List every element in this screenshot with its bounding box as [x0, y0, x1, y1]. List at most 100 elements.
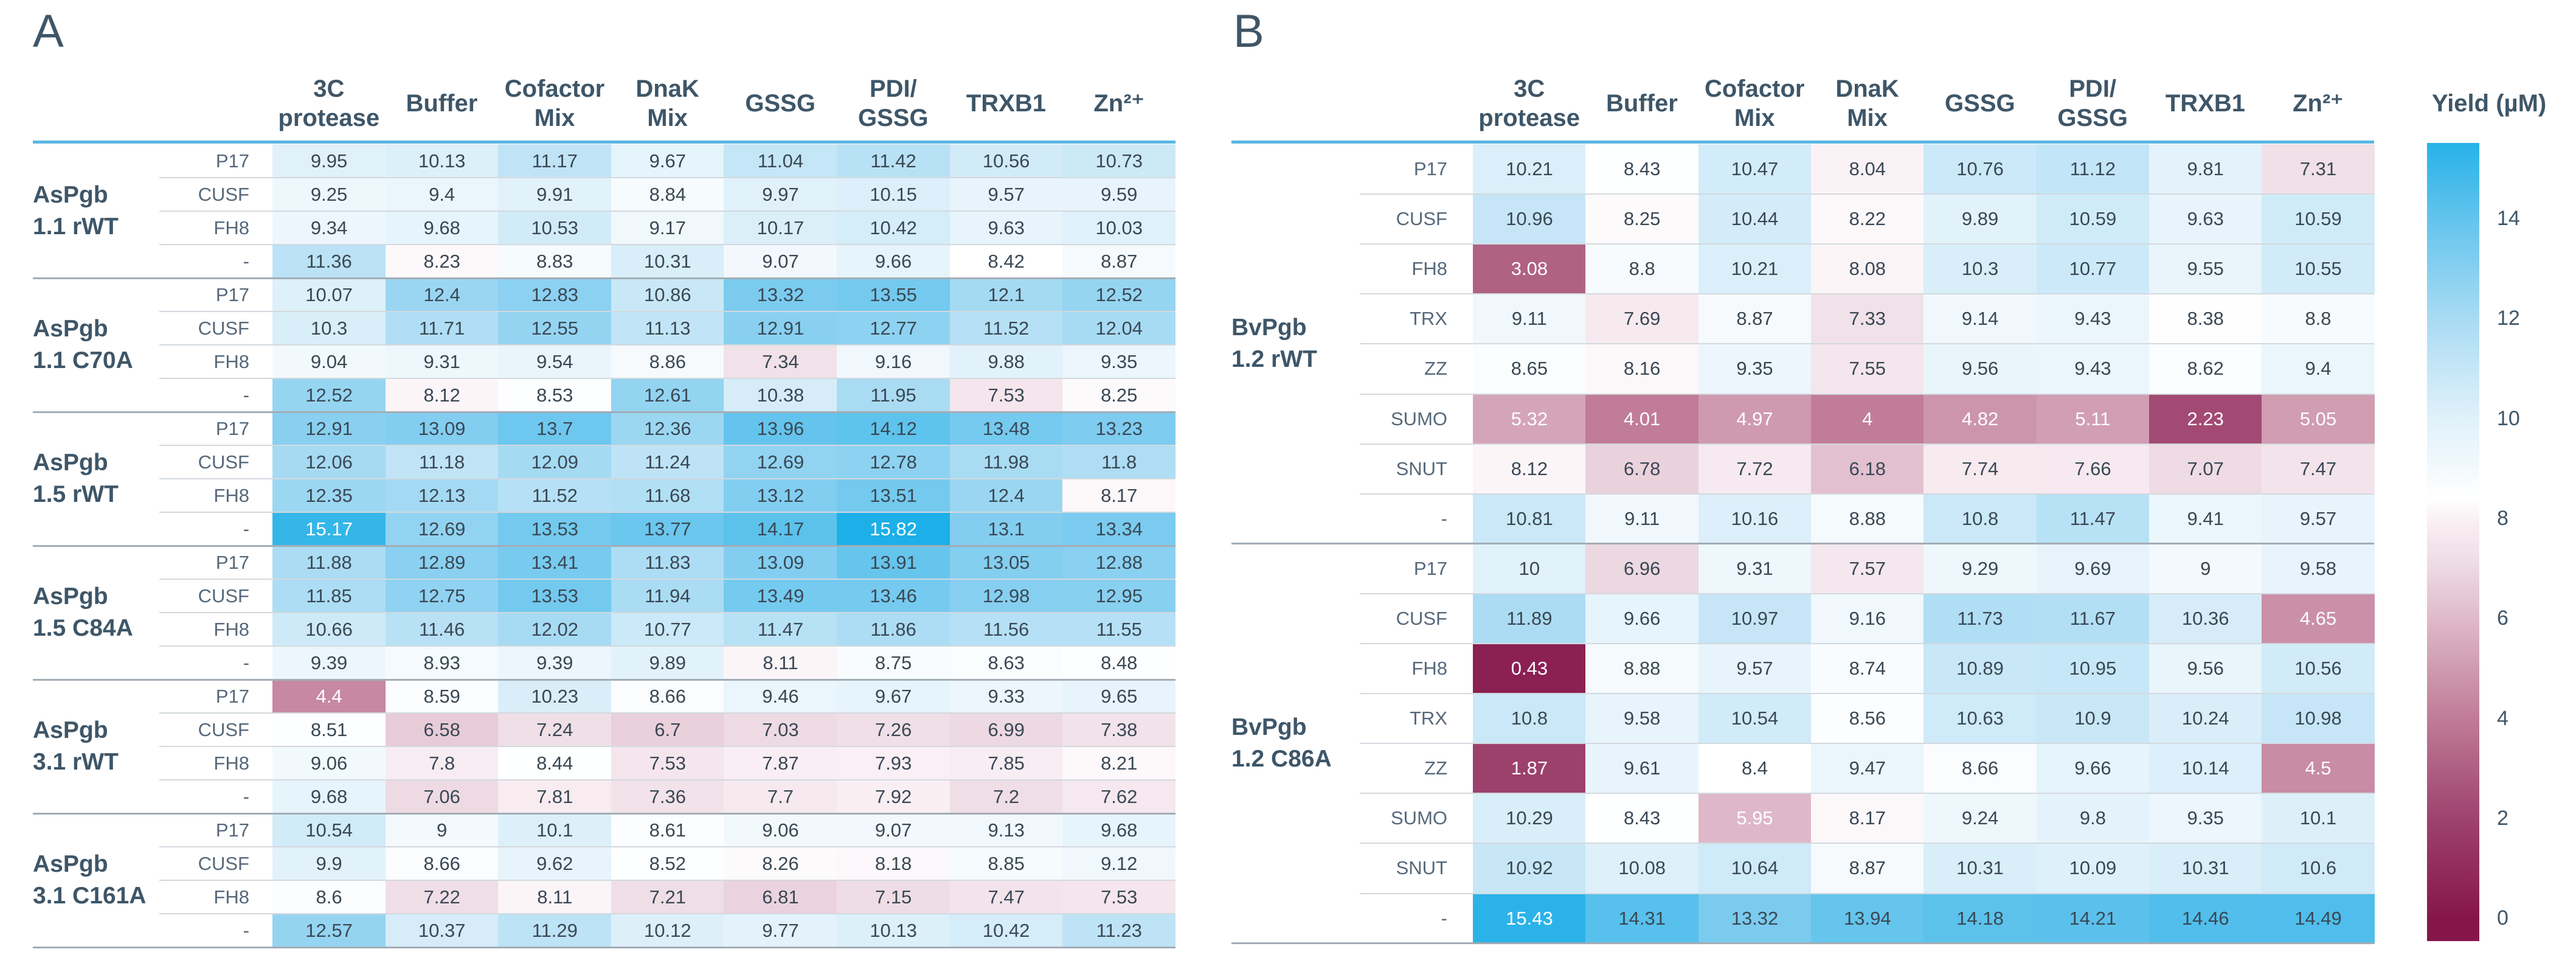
heatmap-cell: 11.46: [385, 613, 499, 646]
heatmap-cell: 9: [2148, 543, 2262, 594]
row-label: P17: [215, 418, 249, 439]
row-divider: [159, 344, 1175, 346]
heatmap-cell: 11.36: [272, 245, 386, 278]
heatmap-cell: 9.35: [1062, 345, 1176, 378]
group-label-line: 1.1 C70A: [33, 347, 133, 374]
heatmap-cell: 11.47: [2036, 493, 2150, 544]
heatmap-cell: 11.83: [611, 546, 724, 579]
heatmap-cell: 5.32: [1473, 394, 1586, 444]
heatmap-cell: 11.52: [498, 479, 612, 512]
heatmap-cell: 12.52: [1062, 278, 1176, 311]
row-label: FH8: [213, 886, 249, 908]
column-header: TRXB1: [2149, 67, 2262, 140]
heatmap-cell: 7.26: [837, 713, 950, 746]
group-label: AsPgb 1.1 C70A: [33, 278, 159, 412]
heatmap-cell: 10.76: [1923, 144, 2037, 195]
row-label: -: [243, 251, 249, 272]
heatmap-cell: 10.59: [2036, 194, 2150, 245]
column-header-line: protease: [278, 105, 380, 131]
heatmap-cell: 8.44: [498, 746, 612, 780]
row-divider: [159, 612, 1175, 613]
heatmap-cell: 10.07: [272, 278, 386, 311]
heatmap-cell: 12.04: [1062, 311, 1176, 345]
heatmap-cell: 12.1: [949, 278, 1063, 311]
heatmap-cell: 7.47: [949, 880, 1063, 914]
heatmap-cell: 6.18: [1810, 443, 1924, 494]
group-label: AsPgb 3.1 rWT: [33, 680, 159, 813]
heatmap-cell: 13.12: [724, 479, 837, 512]
heatmap-cell: 8.08: [1810, 244, 1924, 294]
heatmap-cell: 10.3: [272, 311, 386, 345]
heatmap-cell: 8.59: [385, 680, 499, 713]
heatmap-cell: 14.17: [724, 512, 837, 546]
row-label: -: [243, 518, 249, 540]
heatmap-cell: 11.71: [385, 311, 499, 345]
column-header-line: 3C: [313, 75, 345, 102]
row-divider: [159, 579, 1175, 580]
heatmap-cell: 8.83: [498, 245, 612, 278]
row-divider: [1360, 243, 2375, 245]
heatmap-cell: 6.99: [949, 713, 1063, 746]
row-divider: [159, 478, 1175, 479]
heatmap-cell: 9.58: [1585, 694, 1699, 744]
heatmap-cell: 8.43: [1585, 144, 1699, 195]
heatmap-cell: 10.31: [611, 245, 724, 278]
column-header: TRXB1: [950, 67, 1063, 140]
colorbar-tick-label: 8: [2497, 506, 2508, 530]
heatmap-cell: 8.8: [2262, 294, 2375, 344]
heatmap-cell: 8.53: [498, 378, 612, 412]
heatmap-cell: 9.07: [724, 245, 837, 278]
heatmap-cell: 9.95: [272, 144, 386, 178]
heatmap-cell: 11.12: [2036, 144, 2150, 195]
row-divider: [1360, 293, 2375, 295]
heatmap-cell: 8.16: [1585, 344, 1699, 394]
column-header-line: Mix: [1847, 105, 1888, 131]
group-label: AsPgb 1.5 rWT: [33, 412, 159, 546]
heatmap-cell: 10.31: [1923, 843, 2037, 894]
heatmap-cell: 9.25: [272, 178, 386, 211]
column-header: PDI/GSSG: [837, 67, 950, 140]
heatmap-cell: 10.98: [2262, 694, 2375, 744]
heatmap-cell: 13.91: [837, 546, 950, 579]
group-label-line: 1.2 rWT: [1231, 346, 1317, 373]
heatmap-cell: 10.95: [2036, 644, 2150, 694]
heatmap-cell: 7.24: [498, 713, 612, 746]
heatmap-cell: 8.21: [1062, 746, 1176, 780]
heatmap-cell: 10.64: [1698, 843, 1812, 894]
column-header-line: PDI/: [869, 75, 917, 102]
row-label: CUSF: [198, 318, 249, 339]
row-divider: [159, 913, 1175, 914]
heatmap-cell: 12.78: [837, 445, 950, 479]
heatmap-cell: 9.56: [2148, 644, 2262, 694]
column-header-line: Cofactor: [504, 75, 605, 102]
heatmap-cell: 10.9: [2036, 694, 2150, 744]
heatmap-cell: 12.69: [385, 512, 499, 546]
heatmap-cell: 9.34: [272, 211, 386, 245]
heatmap-cell: 11.42: [837, 144, 950, 178]
column-header-line: GSSG: [858, 105, 929, 131]
row-label: FH8: [1411, 258, 1447, 280]
heatmap-cell: 12.35: [272, 479, 386, 512]
heatmap-cell: 8.65: [1473, 344, 1586, 394]
heatmap-cell: 12.13: [385, 479, 499, 512]
row-label: P17: [215, 686, 249, 707]
group-label-line: BvPgb: [1231, 714, 1307, 741]
heatmap-cell: 13.53: [498, 579, 612, 613]
group-divider: [33, 812, 1175, 815]
heatmap-cell: 10.03: [1062, 211, 1176, 245]
heatmap-cell: 10.23: [498, 680, 612, 713]
heatmap-cell: 7.15: [837, 880, 950, 914]
column-header: Cofactor Mix: [1698, 67, 1811, 140]
column-header: 3C protease: [1473, 67, 1585, 140]
heatmap-cell: 9.11: [1473, 294, 1586, 344]
column-header: Zn²⁺: [1062, 67, 1175, 140]
row-label: FH8: [1411, 658, 1447, 679]
column-header-line: Cofactor: [1705, 75, 1805, 102]
heatmap-cell: 9.65: [1062, 680, 1176, 713]
heatmap-cell: 13.09: [385, 412, 499, 445]
heatmap-cell: 9.16: [837, 345, 950, 378]
panel-label-b: B: [1233, 5, 1264, 57]
row-label: FH8: [213, 619, 249, 640]
